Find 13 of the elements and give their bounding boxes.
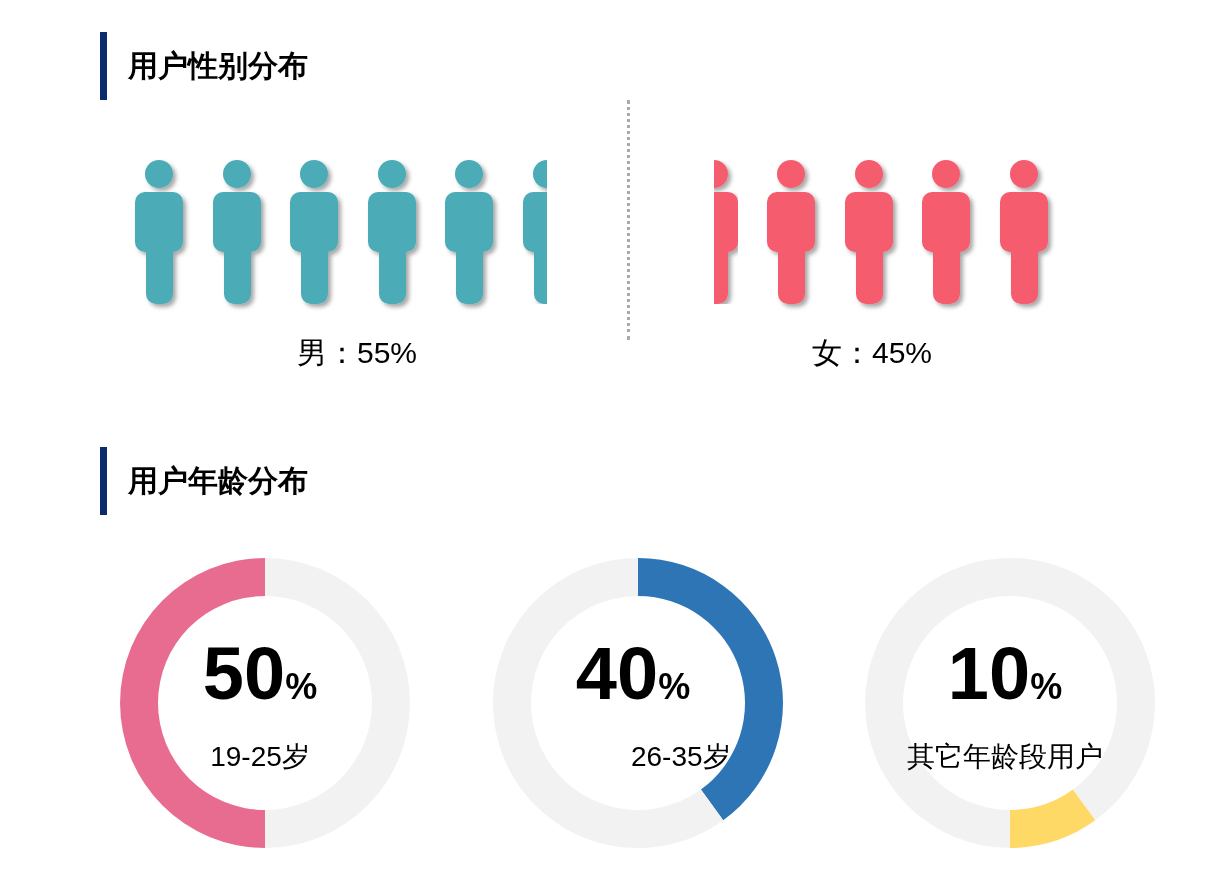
chart-title: 用户年龄分布 [128, 463, 308, 499]
text: 用户性别分布 [128, 48, 308, 84]
data-label: 10% [947, 632, 1063, 715]
donut-slice [1010, 789, 1096, 848]
data-label: 40% [575, 632, 691, 715]
category-label: 女 [811, 336, 842, 369]
slice-label: 19-25岁 [210, 741, 310, 772]
data-label: ：45% [841, 336, 933, 369]
slice-label: 26-35岁 [630, 741, 731, 772]
data-label: 50% [202, 632, 318, 715]
data-label: ：55% [326, 336, 418, 369]
slice-label: 其它年龄段用户 [907, 741, 1103, 772]
category-label: 男 [296, 336, 327, 369]
